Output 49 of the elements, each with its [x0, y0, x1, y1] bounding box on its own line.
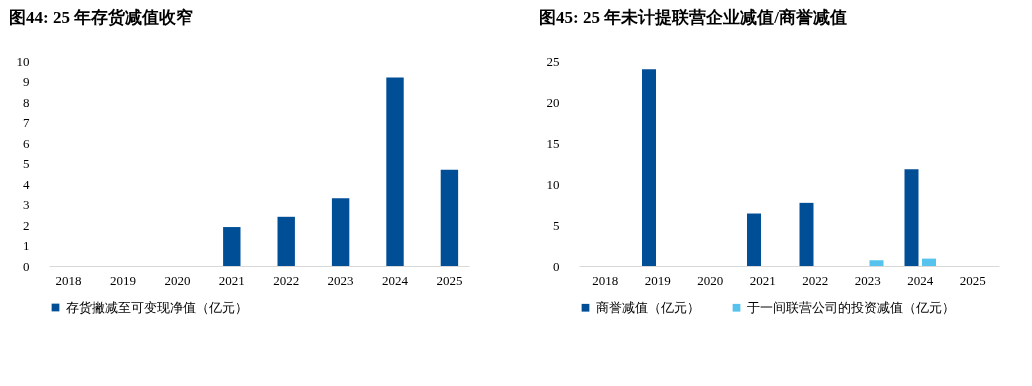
x-tick-label: 2023	[327, 272, 354, 288]
y-tick-label: 5	[553, 217, 560, 233]
x-tick-label: 2024	[907, 272, 934, 288]
y-tick-label: 4	[23, 176, 30, 192]
bar	[922, 258, 936, 266]
y-tick-label: 8	[23, 94, 30, 110]
y-tick-label: 10	[16, 53, 30, 69]
y-tick-label: 15	[546, 135, 560, 151]
chart-title: 图44: 25 年存货减值收窄	[9, 8, 194, 27]
x-tick-label: 2018	[55, 272, 82, 288]
y-tick-label: 6	[23, 135, 30, 151]
bar	[904, 169, 919, 266]
legend-label: 商誉减值（亿元）	[596, 299, 700, 315]
x-tick-label: 2019	[109, 272, 136, 288]
y-tick-label: 9	[23, 74, 30, 89]
bar	[277, 216, 295, 266]
y-tick-label: 7	[23, 115, 30, 130]
y-tick-label: 5	[23, 156, 30, 171]
x-tick-label: 2024	[382, 272, 409, 288]
y-tick-label: 25	[546, 53, 560, 69]
x-tick-label: 2018	[592, 272, 619, 288]
legend-label: 存货撇减至可变现净值（亿元）	[66, 299, 248, 315]
bar	[223, 227, 241, 266]
y-tick-label: 3	[23, 197, 30, 212]
bar	[440, 169, 459, 266]
bar	[747, 213, 761, 266]
x-tick-label: 2022	[273, 272, 300, 288]
chart-title: 图45: 25 年未计提联营企业减值/商誉减值	[539, 8, 847, 27]
y-tick-label: 20	[546, 94, 560, 110]
y-tick-label: 1	[23, 238, 30, 253]
bar	[386, 77, 404, 266]
y-tick-label: 10	[546, 176, 560, 192]
bar	[799, 202, 814, 266]
x-tick-label: 2022	[802, 272, 829, 288]
y-tick-label: 0	[23, 258, 30, 274]
x-tick-label: 2019	[644, 272, 671, 288]
bar	[331, 198, 350, 266]
bar	[869, 260, 884, 266]
y-tick-label: 0	[553, 258, 560, 274]
x-tick-label: 2023	[854, 272, 881, 288]
x-tick-label: 2020	[164, 272, 191, 288]
bar	[642, 69, 656, 266]
x-tick-label: 2020	[697, 272, 724, 288]
x-tick-label: 2021	[749, 272, 776, 288]
x-tick-label: 2021	[218, 272, 245, 288]
x-tick-label: 2025	[436, 272, 463, 288]
y-tick-label: 2	[23, 217, 30, 233]
legend-label: 于一间联营公司的投资减值（亿元）	[747, 299, 955, 315]
x-tick-label: 2025	[959, 272, 986, 288]
